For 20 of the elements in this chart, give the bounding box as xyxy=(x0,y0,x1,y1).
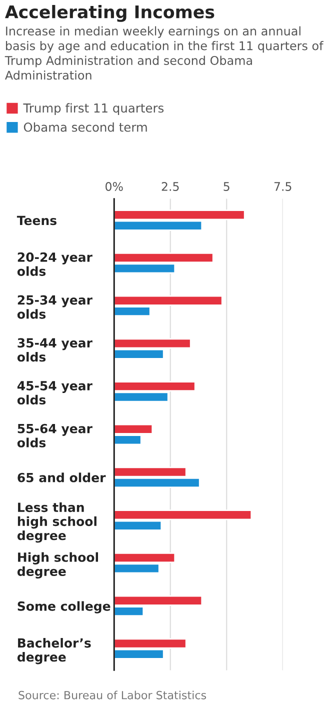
x-tick-label: 2.5 xyxy=(162,182,179,191)
y-tick-label: 65 and older xyxy=(18,472,106,482)
y-tick-label: 35-44 year olds xyxy=(17,338,92,362)
y-tick-label: 20-24 year olds xyxy=(17,252,92,276)
y-tick-label: 45-54 year olds xyxy=(17,381,92,405)
x-tick-label: 5 xyxy=(224,182,230,191)
x-tick-label: 7.5 xyxy=(274,182,292,191)
y-tick-label: 25-34 year olds xyxy=(17,295,92,319)
legend-label: Trump first 11 quarters xyxy=(23,103,164,116)
y-tick-label: Bachelor’s degree xyxy=(17,638,91,664)
y-tick-label: Teens xyxy=(16,216,56,226)
y-tick-label: Some college xyxy=(18,601,110,614)
source-note: Source: Bureau of Labor Statistics xyxy=(18,690,206,700)
chart-subtitle: Increase in median weekly earnings on an annual basis by age and education in the first 11 quarters of Trump Administration and second Obama Administration xyxy=(4,26,324,80)
x-tick-label: 0% xyxy=(106,182,123,191)
chart-title: Accelerating Incomes xyxy=(4,4,214,22)
y-tick-label: High school degree xyxy=(17,552,98,579)
y-tick-label: 55-64 year olds xyxy=(17,424,92,448)
y-tick-label: Less than high school degree xyxy=(17,502,96,543)
legend-label: Obama second term xyxy=(24,122,147,132)
